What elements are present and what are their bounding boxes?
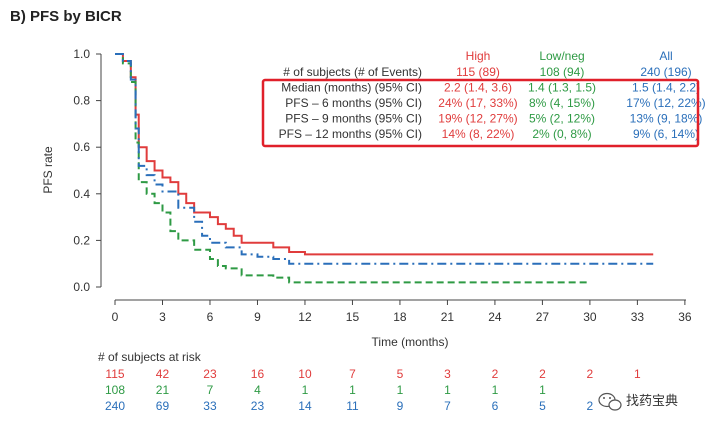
stats-cell: 2.2 (1.4, 3.6) [444, 81, 512, 95]
stats-cell: 9% (6, 14%) [633, 127, 699, 141]
stats-cell: 19% (12, 27%) [438, 112, 517, 126]
stats-cell: 5% (2, 12%) [529, 112, 595, 126]
x-tick-label: 12 [298, 310, 312, 324]
risk-cell: 4 [254, 383, 261, 397]
y-tick-label: 0.8 [73, 94, 90, 108]
stats-col-header: High [466, 49, 491, 63]
axes: 0.00.20.40.60.81.0 0 3 6 9 12 15 18 21 24 27 30 33 3… [73, 47, 692, 324]
chart-title: B) PFS by BICR [10, 8, 122, 25]
risk-cell: 1 [492, 383, 499, 397]
watermark: 找药宝典 [598, 392, 678, 411]
y-tick-label: 0.0 [73, 280, 90, 294]
risk-cell: 1 [302, 383, 309, 397]
risk-cell: 23 [203, 367, 217, 381]
risk-cell: 14 [298, 399, 312, 413]
x-tick-label: 27 [536, 310, 550, 324]
risk-cell: 21 [156, 383, 170, 397]
x-tick-label: 9 [254, 310, 261, 324]
stats-col-header: Low/neg [539, 49, 584, 63]
risk-cell: 1 [634, 367, 641, 381]
risk-cell: 5 [539, 399, 546, 413]
stats-highlight-box [261, 78, 700, 148]
risk-cell: 240 [105, 399, 125, 413]
stats-table: High Low/neg All # of subjects (# of Events… [279, 49, 706, 141]
risk-cell: 2 [492, 367, 499, 381]
stats-col-header: All [659, 49, 672, 63]
risk-cell: 6 [492, 399, 499, 413]
risk-cell: 2 [539, 367, 546, 381]
stats-cell: 8% (4, 15%) [529, 96, 595, 110]
stats-cell: 2% (0, 8%) [532, 127, 591, 141]
stats-cell: 13% (9, 18%) [630, 112, 703, 126]
risk-cell: 69 [156, 399, 170, 413]
stats-row-label: Median (months) (95% CI) [281, 81, 422, 95]
x-tick-label: 3 [159, 310, 166, 324]
stats-cell: 240 (196) [640, 65, 691, 79]
risk-cell: 108 [105, 383, 125, 397]
stats-cell: 1.5 (1.4, 2.2) [632, 81, 700, 95]
survival-curves [115, 53, 654, 284]
stats-cell: 108 (94) [540, 65, 585, 79]
x-tick-label: 15 [346, 310, 360, 324]
risk-cell: 42 [156, 367, 170, 381]
risk-cell: 7 [349, 367, 356, 381]
stats-row-label: # of subjects (# of Events) [283, 65, 422, 79]
x-tick-label: 6 [207, 310, 214, 324]
risk-cell: 1 [539, 383, 546, 397]
risk-cell: 2 [587, 399, 594, 413]
risk-cell: 11 [346, 399, 359, 413]
risk-table-title: # of subjects at risk [98, 350, 202, 364]
x-axis-label: Time (months) [372, 335, 449, 349]
wechat-icon [598, 392, 622, 411]
risk-cell: 1 [397, 383, 404, 397]
risk-cell: 7 [444, 399, 451, 413]
y-tick-label: 0.6 [73, 140, 90, 154]
x-tick-label: 30 [583, 310, 597, 324]
risk-cell: 9 [397, 399, 404, 413]
y-tick-label: 0.2 [73, 233, 90, 247]
risk-cell: 7 [207, 383, 214, 397]
y-axis-label: PFS rate [41, 146, 55, 194]
risk-cell: 1 [444, 383, 451, 397]
x-tick-label: 21 [441, 310, 455, 324]
risk-cell: 3 [444, 367, 451, 381]
stats-row-label: PFS – 6 months (95% CI) [285, 96, 422, 110]
risk-cell: 2 [587, 367, 594, 381]
x-tick-label: 36 [678, 310, 692, 324]
curve-all [115, 53, 654, 265]
stats-row-label: PFS – 12 months (95% CI) [279, 127, 422, 141]
stats-row-label: PFS – 9 months (95% CI) [285, 112, 422, 126]
risk-cell: 10 [298, 367, 312, 381]
curve-high [115, 53, 654, 256]
y-tick-label: 0.4 [73, 187, 90, 201]
risk-cell: 5 [397, 367, 404, 381]
risk-cell: 115 [105, 367, 124, 381]
y-tick-label: 1.0 [73, 47, 90, 61]
x-tick-label: 18 [393, 310, 407, 324]
watermark-text: 找药宝典 [626, 394, 678, 409]
risk-cell: 1 [349, 383, 356, 397]
x-tick-label: 24 [488, 310, 502, 324]
stats-cell: 14% (8, 22%) [442, 127, 515, 141]
stats-cell: 24% (17, 33%) [438, 96, 517, 110]
stats-cell: 115 (89) [456, 65, 500, 79]
x-tick-label: 33 [631, 310, 645, 324]
risk-cell: 23 [251, 399, 265, 413]
risk-cell: 16 [251, 367, 265, 381]
x-tick-label: 0 [112, 310, 119, 324]
risk-cell: 33 [203, 399, 217, 413]
stats-cell: 17% (12, 22%) [626, 96, 705, 110]
stats-cell: 1.4 (1.3, 1.5) [528, 81, 596, 95]
